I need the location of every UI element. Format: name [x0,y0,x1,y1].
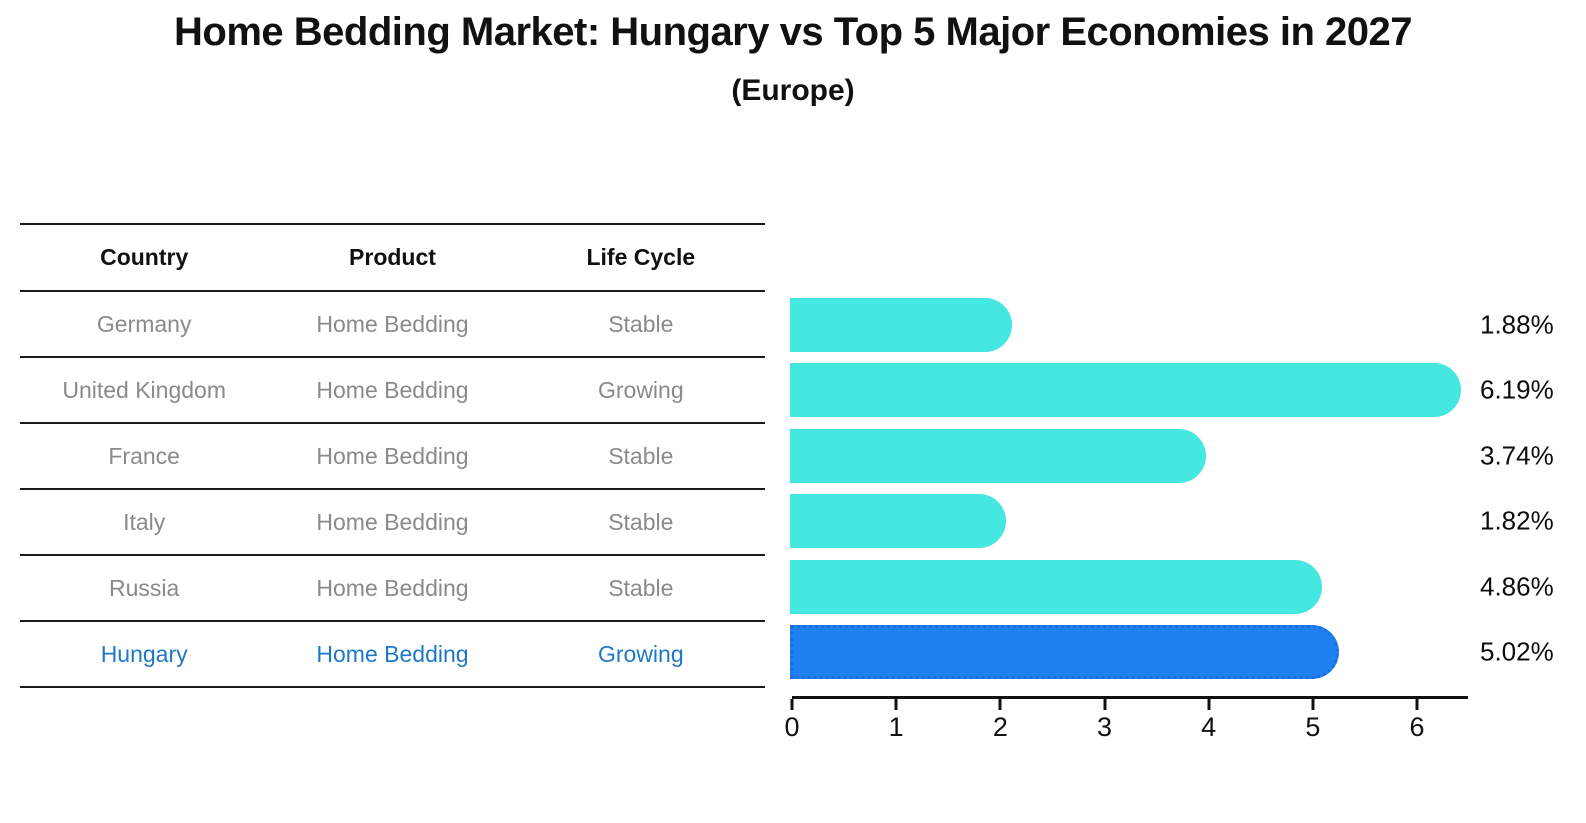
x-tick-mark-2 [998,699,1002,710]
bar-hungary [790,625,1339,679]
bar-plot: 1.88% 6.19% 3.74% 1.82% 4.86% 5.02% 0 1 2 3 4 5 6 [784,0,1586,823]
table-body: Germany Home Bedding Stable United Kingdom H… [20,292,765,688]
bar-germany [790,298,1012,352]
chart-subtitle: (Europe) [731,74,855,107]
country-cell: Hungary [100,640,188,667]
bar-russia [790,559,1323,614]
x-tick-mark-0 [790,699,794,710]
x-tick-mark-3 [1103,699,1106,710]
lifecycle-cell: Stable [608,442,674,469]
product-cell: Home Bedding [316,640,469,667]
x-tick-mark-6 [1415,699,1419,710]
value-label-italy: 1.82% [1480,505,1554,536]
x-tick-mark-4 [1207,699,1211,710]
x-tick-label-4: 4 [1201,712,1217,742]
table-row-hungary: Hungary Home Bedding Growing [20,622,765,688]
product-cell: Home Bedding [316,310,469,337]
x-tick-mark-5 [1311,699,1315,710]
x-tick-label-0: 0 [784,712,800,742]
country-cell: United Kingdom [62,376,226,403]
country-cell: Italy [123,508,166,535]
table-row-france: France Home Bedding Stable [20,424,765,490]
bar-united-kingdom [790,363,1461,418]
lifecycle-cell: Growing [597,640,684,667]
lifecycle-cell: Stable [608,508,674,535]
column-header-country: Country [100,244,189,270]
value-label-germany: 1.88% [1480,309,1554,340]
value-label-russia: 4.86% [1480,571,1554,602]
column-header-product: Product [349,244,436,270]
product-cell: Home Bedding [316,442,469,469]
bar-italy [790,494,1006,549]
lifecycle-cell: Stable [608,574,674,601]
x-tick-label-6: 6 [1409,712,1425,742]
lifecycle-cell: Growing [597,376,684,403]
product-cell: Home Bedding [316,574,469,601]
product-cell: Home Bedding [316,508,469,535]
x-tick-label-3: 3 [1096,712,1113,742]
table-row-italy: Italy Home Bedding Stable [20,490,765,556]
value-label-hungary: 5.02% [1480,636,1554,667]
x-axis-line [792,696,1468,699]
chart-title: Home Bedding Market: Hungary vs Top 5 Ma… [174,10,1412,54]
country-cell: Germany [96,310,192,337]
lifecycle-cell: Stable [608,310,674,337]
x-tick-label-1: 1 [888,712,904,742]
country-cell: France [108,442,180,469]
column-header-lifecycle: Life Cycle [586,244,696,270]
value-label-france: 3.74% [1480,440,1554,471]
table-row-germany: Germany Home Bedding Stable [20,292,765,358]
country-table: Country Product Life Cycle Germany Home B… [20,223,765,688]
table-row-russia: Russia Home Bedding Stable [20,556,765,622]
value-label-united-kingdom: 6.19% [1480,374,1554,405]
x-tick-label-5: 5 [1305,712,1321,742]
product-cell: Home Bedding [316,376,469,403]
country-cell: Russia [109,574,180,601]
table-header-row: Country Product Life Cycle [20,223,765,292]
table-row-united-kingdom: United Kingdom Home Bedding Growing [20,358,765,424]
x-tick-mark-1 [894,699,898,710]
x-tick-label-2: 2 [992,712,1008,742]
bar-france [790,428,1206,483]
